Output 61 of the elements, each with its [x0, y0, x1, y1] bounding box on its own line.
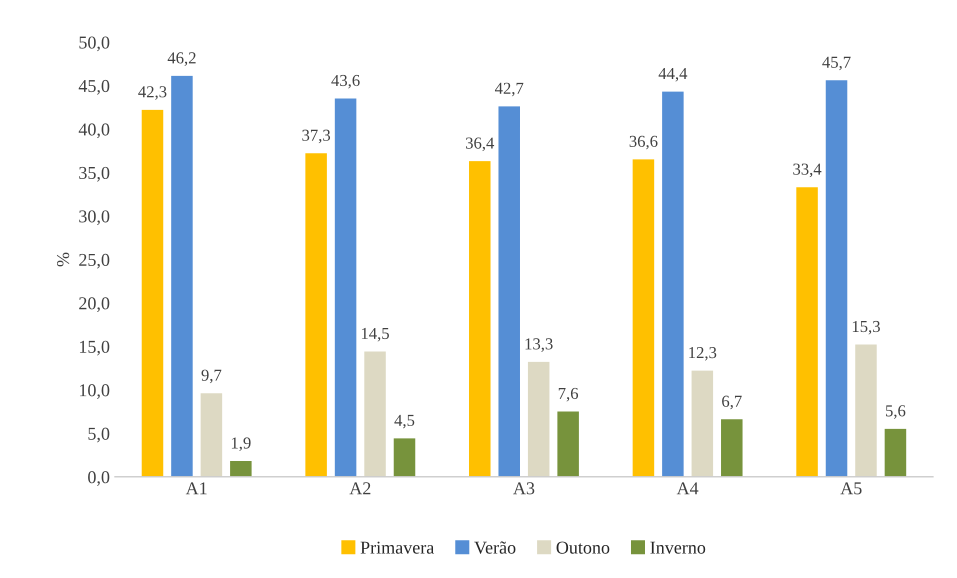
- bar: [660, 90, 686, 477]
- y-tick-label: 30,0: [79, 210, 110, 226]
- bar: [497, 104, 522, 477]
- data-label: 9,7: [202, 370, 222, 384]
- bar: [824, 78, 849, 477]
- data-label: 44,4: [658, 68, 688, 82]
- data-label: 37,3: [302, 130, 330, 144]
- data-label: 5,6: [886, 405, 906, 419]
- y-tick-label: 45,0: [78, 80, 110, 95]
- x-tick-label: A4: [676, 482, 698, 494]
- bar: [720, 418, 744, 477]
- data-label: 1,9: [232, 437, 251, 452]
- y-tick-label: 15,0: [80, 340, 110, 356]
- data-label: 14,5: [362, 328, 389, 342]
- data-label: 43,6: [331, 74, 360, 89]
- y-tick-label: 20,0: [79, 297, 110, 312]
- data-label: 7,6: [558, 388, 578, 402]
- bar: [304, 152, 328, 477]
- y-tick-label: 40,0: [78, 123, 110, 138]
- legend-label: Primavera: [360, 542, 434, 554]
- bar: [794, 186, 820, 477]
- bar: [228, 460, 253, 477]
- legend-label: Inverno: [650, 542, 706, 554]
- bar: [199, 392, 224, 477]
- x-tick-label: A5: [840, 482, 862, 494]
- data-label: 42,7: [494, 82, 524, 96]
- x-tick-label: A1: [186, 482, 207, 494]
- data-label: 13,3: [526, 338, 553, 352]
- bar: [468, 160, 492, 477]
- data-label: 6,7: [722, 396, 742, 410]
- legend-label: Outono: [556, 542, 610, 554]
- x-tick-label: A3: [513, 482, 534, 494]
- data-label: 4,5: [394, 414, 414, 428]
- data-label: 12,3: [689, 347, 716, 361]
- bar: [362, 350, 388, 477]
- bar: [556, 410, 580, 477]
- y-axis-title: %: [56, 252, 70, 266]
- bar: [883, 427, 908, 477]
- bar: [392, 437, 417, 477]
- y-tick-label: 50,0: [79, 36, 110, 52]
- data-label: 33,4: [793, 164, 822, 178]
- data-label: 42,3: [138, 86, 166, 100]
- x-tick-label: A2: [349, 482, 370, 494]
- bar: [690, 369, 714, 477]
- data-label: 46,2: [168, 52, 196, 66]
- bar: [140, 108, 165, 477]
- legend-label: Verão: [474, 541, 516, 554]
- bar: [333, 97, 358, 477]
- y-tick-label: 25,0: [79, 254, 110, 269]
- bar: [631, 158, 656, 477]
- y-tick-label: 5,0: [88, 428, 110, 442]
- data-label: 36,6: [630, 136, 658, 150]
- y-tick-label: 10,0: [80, 384, 110, 399]
- data-label: 36,4: [466, 138, 494, 152]
- bar: [526, 360, 551, 477]
- y-tick-label: 35,0: [79, 166, 110, 182]
- data-label: 15,3: [852, 320, 880, 335]
- bar: [170, 74, 194, 477]
- y-tick-label: 0,0: [88, 471, 110, 486]
- bar: [854, 343, 878, 477]
- data-label: 45,7: [822, 56, 851, 70]
